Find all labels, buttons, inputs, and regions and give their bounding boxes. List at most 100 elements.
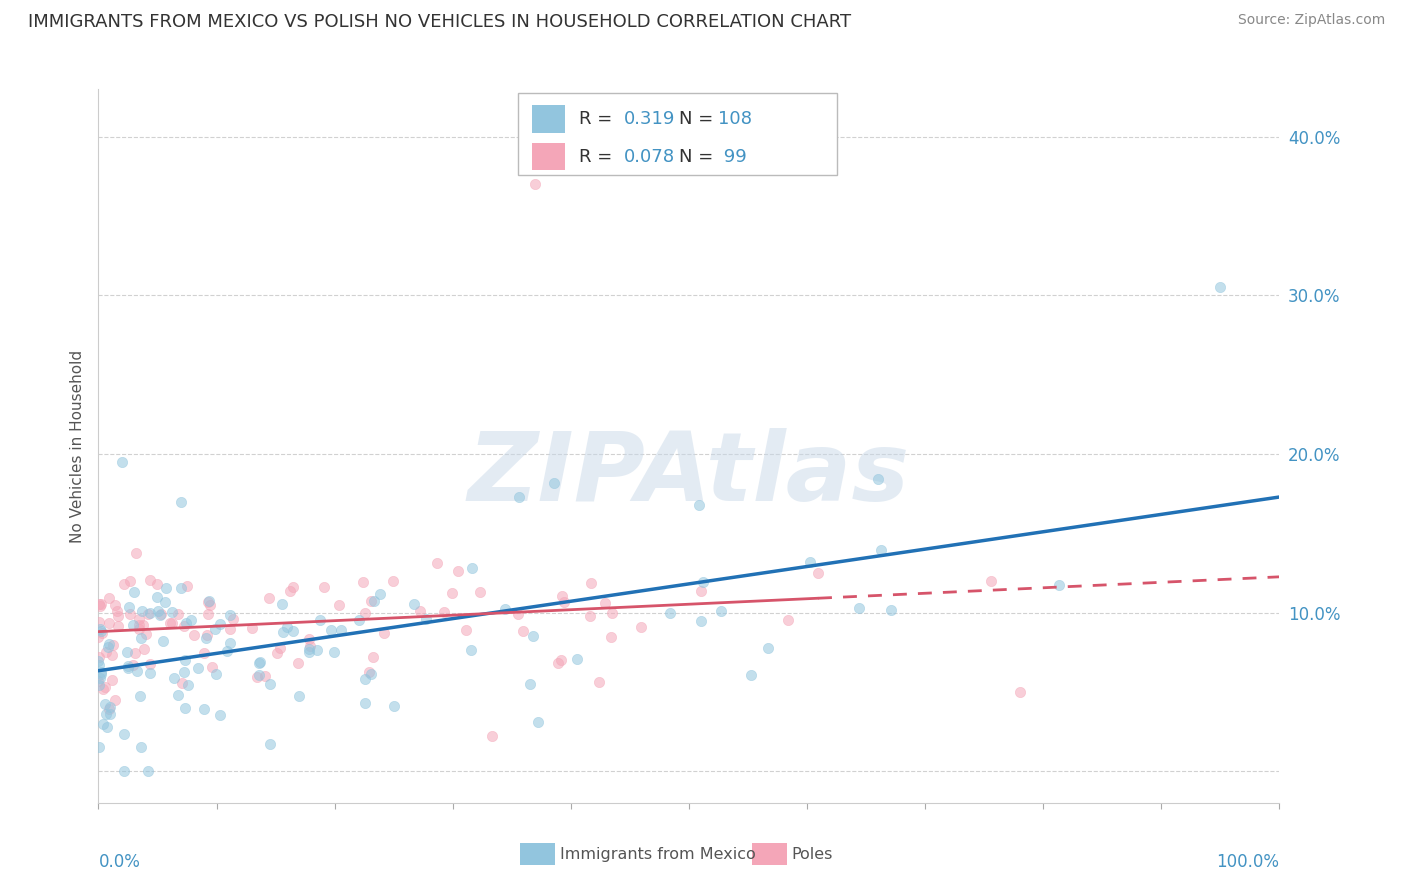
Point (87, 674, 110, 689)
Point (240, 621, 263, 635)
Point (689, 584, 711, 599)
Point (512, 624, 534, 638)
Point (218, 622, 240, 636)
Point (415, 611, 437, 625)
Point (98, 616, 121, 631)
Point (579, 609, 602, 624)
Point (149, 607, 172, 622)
Point (167, 607, 190, 622)
Point (222, 612, 245, 626)
Point (266, 646, 288, 660)
Point (112, 764, 135, 778)
Point (807, 566, 830, 580)
Point (183, 628, 205, 642)
Point (848, 601, 870, 615)
Point (193, 701, 215, 715)
Point (121, 618, 143, 632)
Point (94, 706, 117, 721)
Point (522, 629, 544, 643)
Point (354, 672, 377, 686)
Point (299, 639, 322, 653)
Point (146, 577, 169, 591)
Point (309, 613, 332, 627)
Point (259, 677, 281, 691)
Point (298, 632, 321, 646)
Point (117, 658, 139, 673)
Point (247, 668, 270, 682)
Point (271, 624, 294, 639)
Point (1209, 280, 1232, 294)
Point (247, 657, 270, 671)
Text: 0.319: 0.319 (624, 110, 675, 128)
Point (139, 657, 162, 672)
Point (160, 615, 183, 630)
Point (96, 645, 118, 659)
Point (89, 658, 111, 673)
Point (122, 658, 145, 673)
Point (319, 624, 342, 638)
Point (460, 561, 482, 575)
Point (107, 604, 129, 618)
Point (100, 699, 122, 714)
Point (173, 701, 195, 715)
Point (122, 585, 145, 599)
Point (447, 564, 470, 578)
Point (710, 604, 733, 618)
Point (112, 727, 135, 741)
Point (174, 652, 197, 666)
Point (287, 657, 309, 671)
Point (402, 598, 425, 612)
Point (100, 707, 122, 722)
Point (173, 619, 195, 633)
Point (692, 575, 714, 590)
Point (112, 577, 135, 591)
Point (278, 584, 301, 599)
FancyBboxPatch shape (531, 144, 565, 170)
Text: Immigrants from Mexico: Immigrants from Mexico (560, 847, 755, 862)
Point (756, 641, 779, 656)
Point (146, 604, 169, 618)
Point (87, 654, 110, 668)
Point (128, 622, 150, 636)
Point (89, 622, 111, 636)
Point (139, 573, 162, 587)
Point (170, 581, 193, 595)
Text: IMMIGRANTS FROM MEXICO VS POLISH NO VEHICLES IN HOUSEHOLD CORRELATION CHART: IMMIGRANTS FROM MEXICO VS POLISH NO VEHI… (28, 13, 851, 31)
Point (547, 656, 569, 670)
Text: 0.0%: 0.0% (98, 853, 141, 871)
FancyBboxPatch shape (517, 93, 837, 175)
Point (197, 607, 219, 621)
Point (305, 643, 328, 657)
Point (155, 581, 177, 595)
Point (508, 490, 530, 504)
Text: 99: 99 (718, 148, 747, 166)
Point (132, 641, 155, 656)
Point (100, 673, 122, 687)
Text: 100.0%: 100.0% (1216, 853, 1279, 871)
Point (328, 599, 350, 613)
Point (124, 646, 146, 660)
Point (162, 672, 184, 686)
Point (193, 646, 215, 660)
Point (90, 667, 112, 681)
Point (118, 574, 141, 588)
Point (600, 606, 623, 620)
Point (526, 714, 548, 729)
Point (408, 603, 430, 617)
Point (139, 665, 162, 680)
Point (551, 589, 574, 603)
Point (194, 632, 217, 646)
Point (1047, 578, 1070, 592)
Text: R =: R = (579, 110, 613, 128)
Point (98, 702, 121, 716)
Point (173, 665, 195, 679)
Point (347, 614, 370, 628)
Point (96, 720, 118, 734)
Point (87, 649, 110, 664)
Point (98, 637, 121, 651)
Point (440, 586, 463, 600)
Point (588, 675, 610, 690)
Point (89, 672, 111, 686)
Point (381, 574, 404, 588)
Point (177, 677, 200, 691)
